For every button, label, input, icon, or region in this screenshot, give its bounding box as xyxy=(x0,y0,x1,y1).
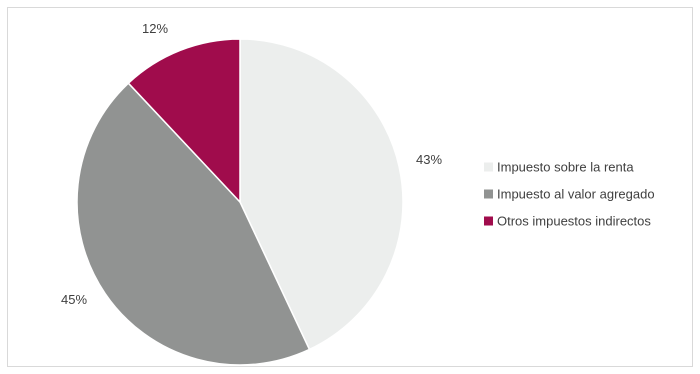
legend-swatch xyxy=(484,216,493,226)
data-label: 45% xyxy=(61,292,87,307)
slice-impuesto-renta xyxy=(239,38,404,351)
legend-swatch xyxy=(484,189,493,199)
legend-label: Impuesto al valor agregado xyxy=(497,187,655,202)
pie-slices xyxy=(76,38,404,366)
data-labels: 43% 45% 12% xyxy=(61,21,442,307)
data-label: 12% xyxy=(142,21,168,36)
legend-label: Impuesto sobre la renta xyxy=(497,160,634,175)
legend: Impuesto sobre la renta Impuesto al valor… xyxy=(484,160,655,229)
slice-iva xyxy=(76,82,311,366)
data-label: 43% xyxy=(416,152,442,167)
legend-swatch xyxy=(484,162,493,172)
legend-label: Otros impuestos indirectos xyxy=(497,214,651,229)
slice-otros-indirectos xyxy=(127,38,241,204)
